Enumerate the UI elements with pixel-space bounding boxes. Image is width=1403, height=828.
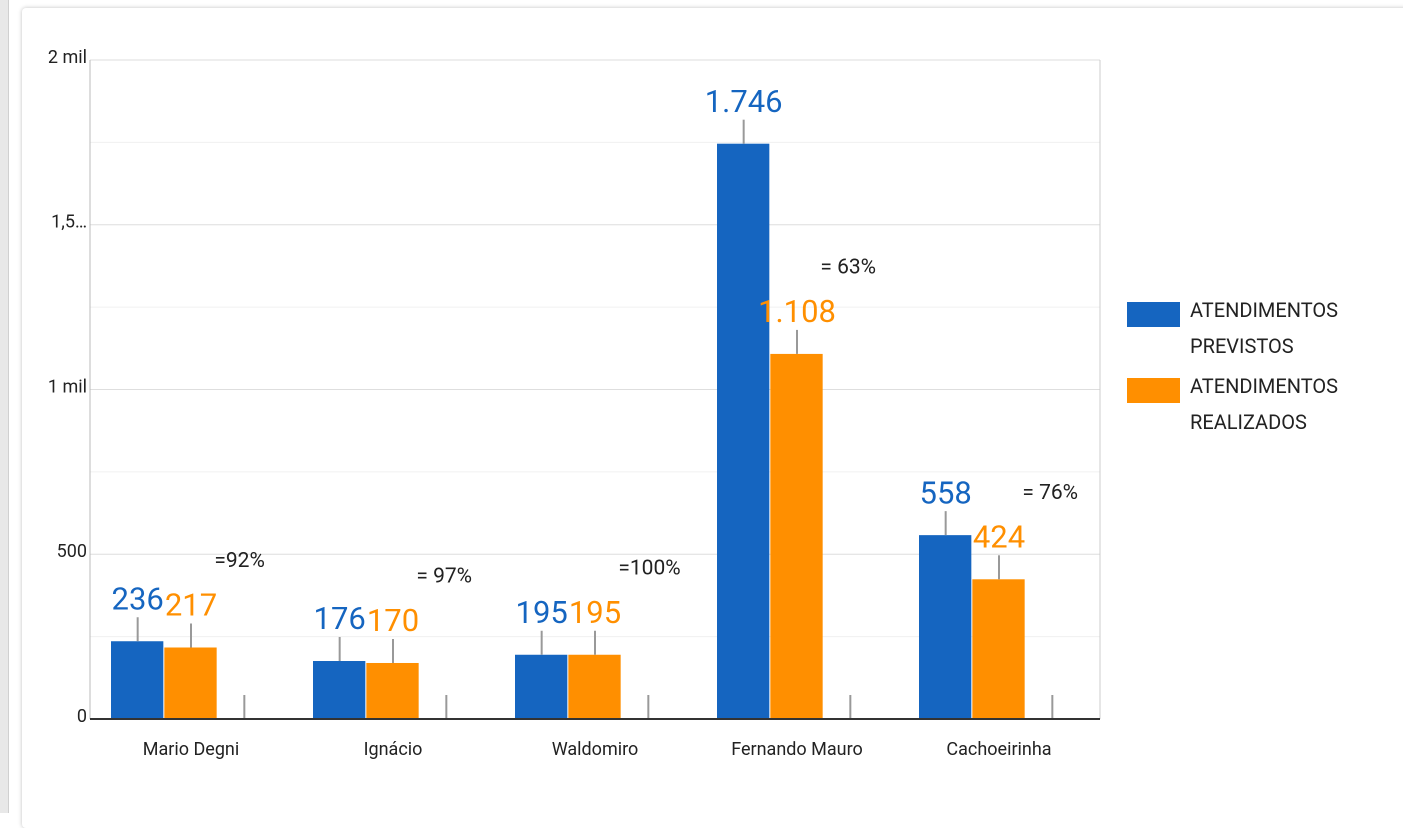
annotation: = 76% — [1022, 481, 1078, 505]
value-label: 195 — [569, 594, 621, 631]
bar — [313, 661, 366, 719]
value-label: 170 — [367, 602, 419, 639]
value-label: 1.746 — [705, 83, 783, 120]
y-tick-label: 1,5… — [51, 212, 87, 233]
bar — [164, 647, 217, 719]
legend-swatch — [1127, 378, 1180, 403]
value-label: 424 — [973, 518, 1025, 555]
x-tick-label: Ignácio — [364, 739, 423, 760]
value-label: 217 — [165, 587, 217, 624]
legend-label: ATENDIMENTOS PREVISTOS — [1190, 298, 1343, 358]
legend-swatch — [1127, 302, 1180, 327]
chart-card — [22, 8, 1403, 828]
annotation: = 63% — [820, 255, 876, 279]
bar — [111, 641, 164, 719]
value-label: 176 — [314, 600, 366, 637]
side-strip — [0, 0, 9, 813]
bar — [568, 654, 621, 719]
value-label: 558 — [920, 474, 972, 511]
y-tick-label: 1 mil — [48, 376, 87, 397]
value-label: 1.108 — [758, 293, 836, 330]
x-tick-label: Fernando Mauro — [731, 739, 863, 760]
x-tick-label: Waldomiro — [552, 739, 639, 760]
bar — [515, 654, 568, 719]
y-tick-label: 500 — [57, 541, 87, 562]
annotation: = 97% — [416, 565, 472, 589]
bar — [366, 662, 419, 719]
bar — [717, 143, 770, 719]
x-tick-label: Mario Degni — [143, 739, 240, 760]
value-label: 236 — [112, 580, 164, 617]
bar — [919, 535, 972, 719]
annotation: =100% — [618, 556, 680, 580]
annotation: =92% — [214, 549, 265, 573]
bar — [770, 353, 823, 719]
value-label: 195 — [516, 594, 568, 631]
legend-label: ATENDIMENTOS REALIZADOS — [1190, 374, 1343, 434]
y-tick-label: 0 — [77, 706, 87, 727]
x-tick-label: Cachoeirinha — [946, 739, 1051, 760]
y-tick-label: 2 mil — [48, 47, 87, 68]
bar — [972, 579, 1025, 719]
